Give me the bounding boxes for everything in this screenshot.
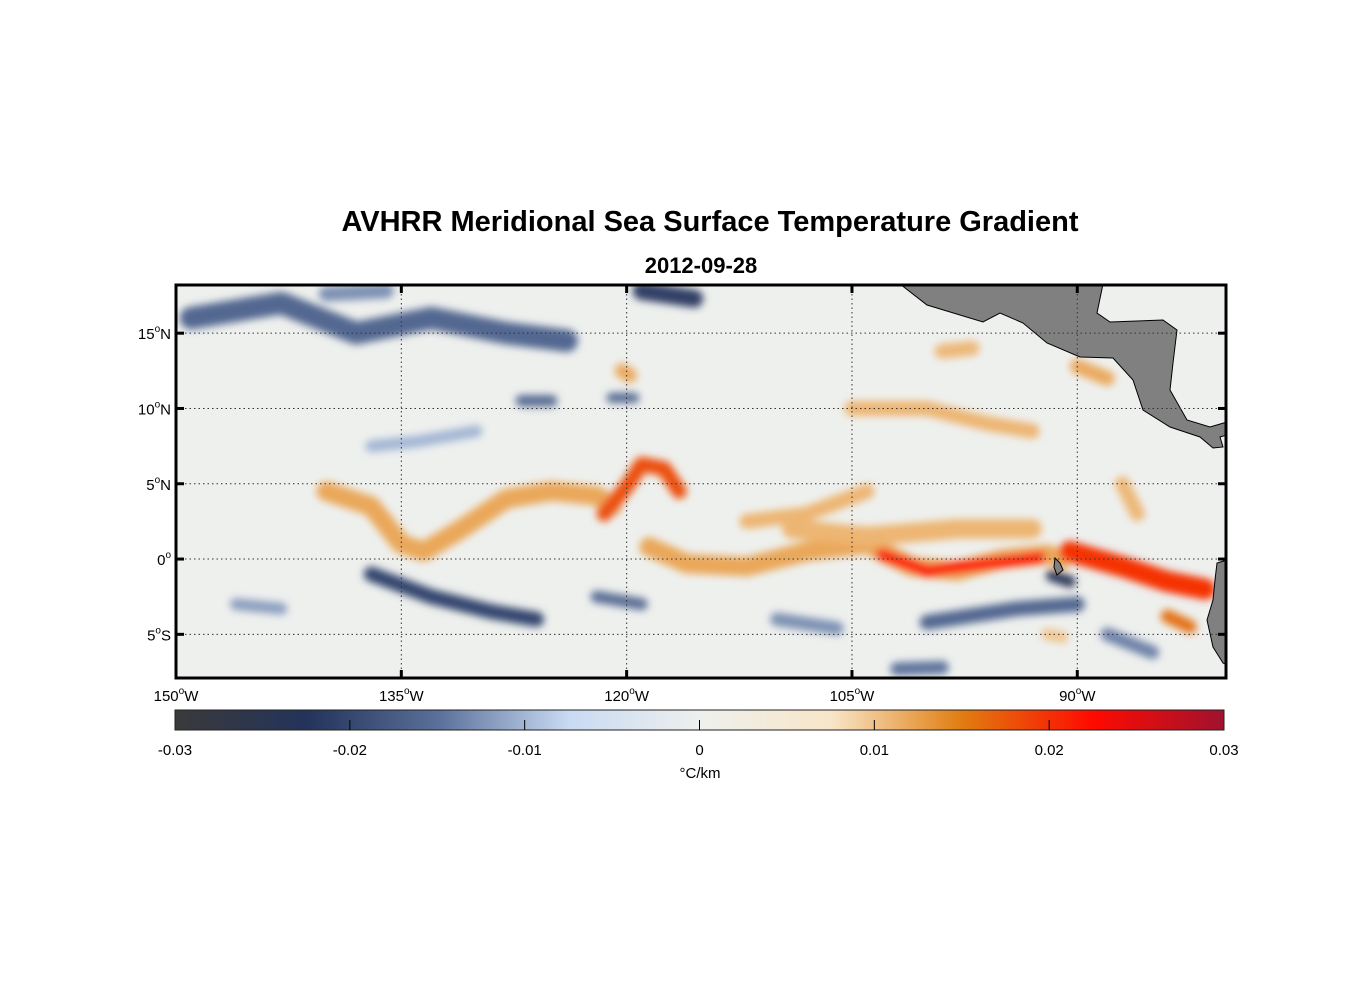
positive-gradient-front (316, 481, 622, 562)
positive-gradient-front (596, 456, 687, 522)
positive-gradient-front (1069, 358, 1115, 386)
map-frame (174, 283, 1228, 680)
negative-gradient-front (590, 590, 648, 611)
x-tick-label: 90oW (1059, 686, 1096, 705)
x-tick-label: 135oW (379, 686, 425, 705)
x-tick-label: 150oW (154, 686, 200, 705)
negative-gradient-front (1100, 627, 1160, 660)
x-tick-label: 105oW (830, 686, 876, 705)
colorbar-tick-label: -0.01 (508, 742, 542, 759)
negative-gradient-front (318, 285, 394, 302)
chart-subtitle: 2012-09-28 (644, 253, 758, 278)
colorbar-tick-label: 0.02 (1035, 742, 1064, 759)
colorbar-tick-label: 0.01 (860, 742, 889, 759)
negative-gradient-front (770, 612, 844, 636)
y-tick-label: 5oS (147, 625, 171, 644)
positive-gradient-front (934, 340, 980, 359)
y-tick-label: 5oN (146, 475, 171, 494)
galapagos-land (1053, 556, 1064, 576)
positive-gradient-front (876, 548, 1046, 578)
chart-title: AVHRR Meridional Sea Surface Temperature… (341, 206, 1079, 238)
central-america-land (900, 285, 1226, 449)
positive-gradient-front (1160, 609, 1197, 634)
negative-gradient-front (365, 425, 483, 453)
positive-gradient-front (1059, 541, 1216, 600)
negative-gradient-front (179, 291, 578, 352)
negative-gradient-front (363, 566, 544, 627)
colorbar-tick-label: -0.02 (333, 742, 367, 759)
negative-gradient-front (632, 285, 704, 308)
gradient-field (179, 285, 1216, 676)
negative-gradient-front (919, 596, 1085, 630)
colorbar-tick-label: 0.03 (1209, 742, 1238, 759)
colorbar-label: °C/km (680, 765, 721, 782)
positive-gradient-front (1114, 476, 1145, 522)
y-tick-label: 15oN (138, 324, 171, 343)
positive-gradient-front (844, 401, 1040, 439)
positive-gradient-front (782, 519, 1042, 547)
x-tick-label: 120oW (604, 686, 650, 705)
negative-gradient-front (1045, 569, 1076, 588)
negative-gradient-front (230, 598, 288, 615)
positive-gradient-front (739, 483, 875, 529)
colorbar-tick-label: 0 (695, 742, 703, 759)
y-tick-label: 0o (157, 550, 171, 569)
negative-gradient-front (890, 660, 949, 676)
positive-gradient-front (614, 363, 638, 383)
colorbar-tick-label: -0.03 (158, 742, 192, 759)
y-tick-label: 10oN (138, 399, 171, 418)
